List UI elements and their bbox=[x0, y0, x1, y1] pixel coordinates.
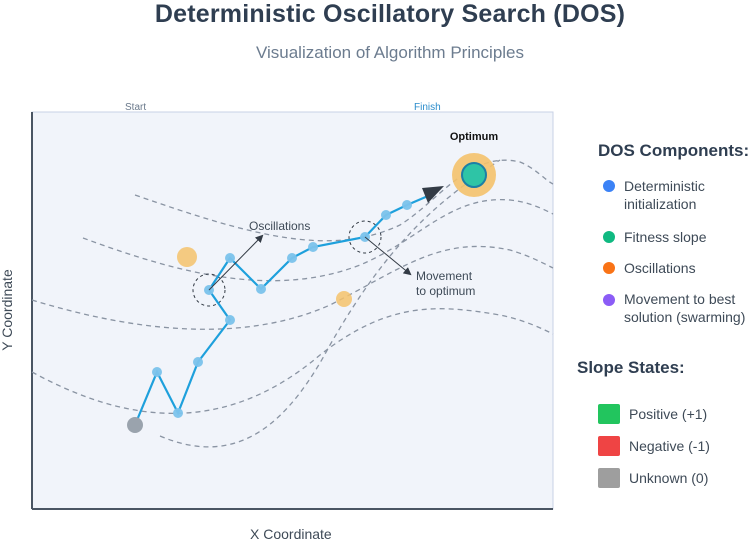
path-point bbox=[287, 253, 297, 263]
optimum-core bbox=[461, 162, 487, 188]
page-subtitle: Visualization of Algorithm Principles bbox=[255, 43, 525, 62]
legend-item-initialization-line1: Deterministic bbox=[624, 178, 705, 194]
path-point bbox=[225, 253, 235, 263]
legend-dot-initialization bbox=[603, 180, 615, 192]
legend-item-initialization-line2: initialization bbox=[624, 196, 697, 212]
x-axis-label: X Coordinate bbox=[250, 526, 332, 542]
movement-arrow bbox=[364, 236, 412, 276]
oscillation-point-1 bbox=[177, 247, 197, 267]
contour-line-4 bbox=[31, 308, 554, 414]
path-point bbox=[173, 408, 183, 418]
contour-line-5 bbox=[159, 159, 501, 448]
oscillation-point-2 bbox=[336, 291, 352, 307]
path-point bbox=[402, 200, 412, 210]
legend-item-oscillations: Oscillations bbox=[624, 260, 696, 276]
slope-item-positive: Positive (+1) bbox=[629, 406, 708, 422]
contour-line-2 bbox=[82, 199, 554, 282]
slope-states-heading: Slope States: bbox=[577, 358, 685, 377]
oscillations-label: Oscillations bbox=[249, 219, 310, 233]
legend-dot-fitness-slope bbox=[603, 231, 615, 243]
movement-label-line2: to optimum bbox=[416, 284, 475, 298]
contour-line-3 bbox=[31, 245, 554, 330]
y-axis-label: Y Coordinate bbox=[0, 269, 15, 351]
slope-swatch-positive bbox=[598, 404, 620, 424]
optimum-label: Optimum bbox=[450, 131, 498, 143]
legend-item-initialization: Deterministic initialization bbox=[624, 177, 705, 213]
path-point bbox=[152, 367, 162, 377]
start-point bbox=[127, 417, 143, 433]
path-arrowhead bbox=[422, 186, 444, 203]
legend-dot-movement bbox=[603, 294, 615, 306]
legend-dot-oscillations bbox=[603, 262, 615, 274]
start-label: Start bbox=[125, 102, 147, 113]
slope-swatch-unknown bbox=[598, 468, 620, 488]
components-heading: DOS Components: bbox=[598, 141, 750, 160]
contour-line-1 bbox=[134, 159, 554, 242]
slope-item-unknown: Unknown (0) bbox=[629, 470, 709, 486]
path-point bbox=[193, 357, 203, 367]
path-point bbox=[225, 315, 235, 325]
slope-swatch-negative bbox=[598, 436, 620, 456]
oscillations-arrow bbox=[208, 234, 264, 291]
page-title: Deterministic Oscillatory Search (DOS) bbox=[154, 0, 626, 28]
legend-item-fitness-slope: Fitness slope bbox=[624, 229, 707, 245]
finish-label: Finish bbox=[414, 102, 441, 113]
legend-item-movement-line1: Movement to best bbox=[624, 291, 736, 307]
path-point bbox=[256, 284, 266, 294]
legend-item-movement: Movement to best solution (swarming) bbox=[624, 290, 745, 326]
oscillation-circle-1 bbox=[192, 273, 226, 307]
slope-item-negative: Negative (-1) bbox=[629, 438, 710, 454]
path-point bbox=[308, 242, 318, 252]
movement-label-line1: Movement bbox=[416, 269, 473, 283]
path-point bbox=[381, 210, 391, 220]
oscillation-circle-2 bbox=[348, 220, 382, 254]
legend-item-movement-line2: solution (swarming) bbox=[624, 309, 746, 325]
